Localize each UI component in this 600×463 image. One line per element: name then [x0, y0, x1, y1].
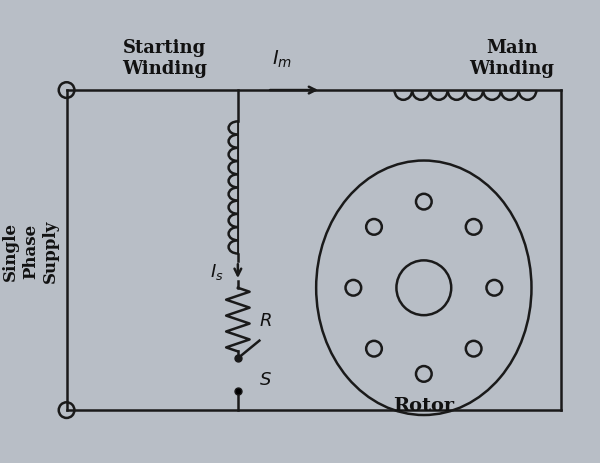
Text: $I_s$: $I_s$ — [209, 262, 223, 282]
Text: $R$: $R$ — [259, 311, 272, 329]
Text: Starting
Winding: Starting Winding — [122, 39, 207, 78]
Text: Single
Phase
Supply: Single Phase Supply — [2, 219, 58, 282]
Text: Main
Winding: Main Winding — [469, 39, 554, 78]
Text: Rotor: Rotor — [393, 396, 454, 414]
Text: $I_m$: $I_m$ — [272, 48, 292, 69]
Text: $S$: $S$ — [259, 370, 272, 388]
